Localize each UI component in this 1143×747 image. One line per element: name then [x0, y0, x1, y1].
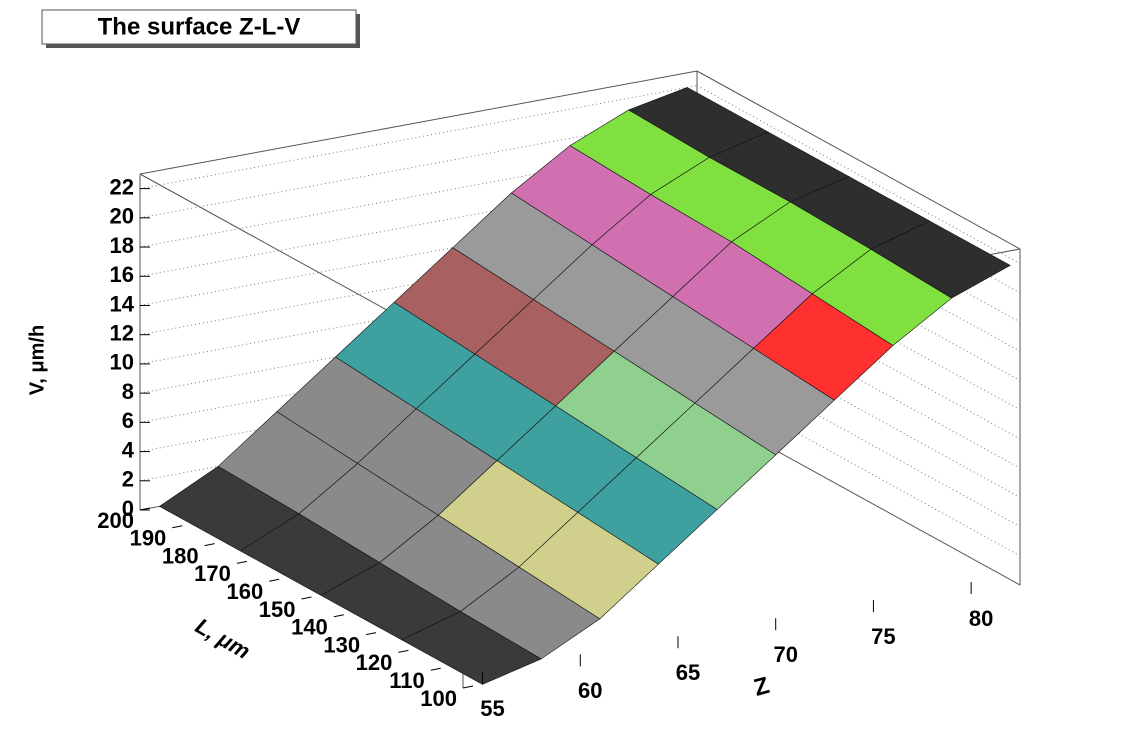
z-tick-label: 0: [122, 496, 134, 521]
x-tick-label: 75: [871, 624, 895, 649]
y-tick: [398, 649, 409, 653]
grid-line: [696, 406, 1021, 586]
box-edge: [139, 70, 698, 175]
z-tick-label: 4: [122, 437, 135, 462]
grid-line: [696, 85, 1021, 265]
z-tick-label: 22: [110, 174, 134, 199]
z-axis-title: V, μm/h: [26, 325, 48, 395]
surface-patch: [401, 611, 542, 685]
y-tick-label: 150: [259, 597, 296, 622]
grid-line: [139, 85, 698, 190]
y-tick-label: 200: [97, 508, 134, 533]
z-tick-label: 6: [122, 408, 134, 433]
y-tick-label: 130: [323, 632, 360, 657]
y-tick: [430, 667, 441, 671]
grid-line: [696, 348, 1021, 528]
y-tick-label: 100: [420, 686, 457, 711]
title-box: [41, 9, 357, 45]
z-tick-label: 14: [110, 291, 135, 316]
y-tick-label: 180: [162, 543, 199, 568]
y-tick: [269, 578, 280, 582]
z-tick-label: 2: [122, 467, 134, 492]
grid-line: [696, 318, 1021, 498]
x-tick-label: 70: [773, 642, 797, 667]
x-tick-label: 65: [676, 660, 700, 685]
y-tick-label: 140: [291, 615, 328, 640]
box-edge: [696, 70, 1021, 250]
y-tick-label: 110: [389, 668, 425, 693]
z-tick-label: 18: [110, 233, 134, 258]
y-tick-label: 170: [194, 561, 231, 586]
y-tick: [333, 614, 344, 618]
y-tick-label: 190: [130, 526, 167, 551]
y-tick: [204, 543, 215, 547]
x-tick-label: 55: [480, 696, 504, 721]
chart-title: The surface Z-L-V: [98, 13, 301, 40]
grid-line: [696, 289, 1021, 469]
y-tick-label: 160: [226, 579, 263, 604]
x-axis-title: Z: [751, 672, 772, 702]
z-tick-label: 8: [122, 379, 134, 404]
y-tick: [172, 525, 183, 529]
x-tick-label: 80: [969, 606, 993, 631]
y-tick: [462, 685, 474, 689]
x-tick-label: 60: [578, 678, 602, 703]
y-tick: [301, 596, 312, 600]
y-tick: [366, 632, 377, 636]
y-tick: [139, 507, 151, 511]
y-axis-title: L, μm: [191, 613, 254, 664]
y-tick-label: 120: [356, 650, 393, 675]
z-tick-label: 20: [110, 204, 134, 229]
z-tick-label: 12: [110, 321, 134, 346]
y-tick: [236, 560, 247, 564]
z-tick-label: 16: [110, 262, 134, 287]
z-tick-label: 10: [110, 350, 134, 375]
grid-line: [696, 377, 1021, 557]
